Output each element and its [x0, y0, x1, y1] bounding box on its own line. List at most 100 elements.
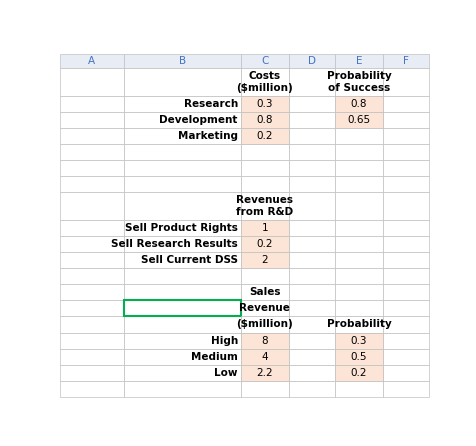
Bar: [60, 381, 124, 397]
Bar: [240, 268, 288, 284]
Bar: [124, 128, 240, 144]
Bar: [124, 192, 240, 220]
Bar: [288, 317, 334, 333]
Bar: [288, 144, 334, 160]
Bar: [240, 112, 288, 128]
Bar: [382, 268, 428, 284]
Bar: [382, 128, 428, 144]
Bar: [382, 284, 428, 300]
Text: Marketing: Marketing: [178, 131, 238, 141]
Text: A: A: [88, 56, 95, 66]
Bar: [334, 236, 382, 252]
Text: Sell Current DSS: Sell Current DSS: [140, 255, 238, 265]
Bar: [334, 96, 382, 112]
Bar: [240, 333, 288, 349]
Bar: [334, 333, 382, 349]
Bar: [124, 284, 240, 300]
Bar: [382, 68, 428, 96]
Text: Research: Research: [183, 99, 238, 109]
Bar: [334, 317, 382, 333]
Text: 0.8: 0.8: [256, 115, 272, 125]
Bar: [240, 349, 288, 365]
Bar: [288, 300, 334, 317]
Bar: [124, 96, 240, 112]
Text: 2: 2: [261, 255, 268, 265]
Bar: [288, 220, 334, 236]
Bar: [60, 333, 124, 349]
Bar: [240, 68, 288, 96]
Bar: [288, 54, 334, 68]
Bar: [240, 192, 288, 220]
Bar: [382, 176, 428, 192]
Bar: [124, 300, 240, 317]
Bar: [334, 300, 382, 317]
Bar: [124, 96, 240, 112]
Bar: [240, 365, 288, 381]
Bar: [240, 236, 288, 252]
Text: 0.3: 0.3: [350, 335, 367, 346]
Bar: [240, 284, 288, 300]
Bar: [124, 144, 240, 160]
Text: 0.2: 0.2: [256, 239, 272, 249]
Bar: [334, 160, 382, 176]
Bar: [288, 365, 334, 381]
Bar: [240, 112, 288, 128]
Text: F: F: [402, 56, 408, 66]
Text: Sales: Sales: [248, 287, 280, 297]
Bar: [240, 144, 288, 160]
Bar: [288, 284, 334, 300]
Bar: [382, 96, 428, 112]
Text: Revenues
from R&D: Revenues from R&D: [236, 195, 293, 217]
Bar: [240, 68, 288, 96]
Bar: [60, 236, 124, 252]
Text: Probability
of Success: Probability of Success: [326, 71, 391, 93]
Bar: [60, 176, 124, 192]
Bar: [334, 54, 382, 68]
Bar: [124, 252, 240, 268]
Bar: [60, 128, 124, 144]
Bar: [334, 268, 382, 284]
Bar: [240, 252, 288, 268]
Bar: [288, 96, 334, 112]
Bar: [124, 381, 240, 397]
Bar: [124, 128, 240, 144]
Text: 2.2: 2.2: [256, 368, 273, 378]
Bar: [288, 176, 334, 192]
Bar: [240, 236, 288, 252]
Bar: [334, 381, 382, 397]
Text: 4: 4: [261, 352, 268, 362]
Bar: [60, 252, 124, 268]
Bar: [124, 220, 240, 236]
Bar: [124, 54, 240, 68]
Bar: [334, 349, 382, 365]
Bar: [240, 300, 288, 317]
Bar: [124, 176, 240, 192]
Text: 0.2: 0.2: [256, 131, 272, 141]
Bar: [240, 96, 288, 112]
Bar: [60, 144, 124, 160]
Bar: [382, 144, 428, 160]
Bar: [334, 284, 382, 300]
Bar: [382, 220, 428, 236]
Bar: [60, 96, 124, 112]
Bar: [60, 54, 124, 68]
Bar: [240, 176, 288, 192]
Bar: [382, 349, 428, 365]
Text: Development: Development: [159, 115, 238, 125]
Bar: [334, 252, 382, 268]
Bar: [288, 349, 334, 365]
Bar: [334, 365, 382, 381]
Bar: [240, 349, 288, 365]
Text: 8: 8: [261, 335, 268, 346]
Text: 0.8: 0.8: [350, 99, 367, 109]
Text: High: High: [210, 335, 238, 346]
Bar: [382, 252, 428, 268]
Bar: [240, 300, 288, 317]
Text: C: C: [260, 56, 268, 66]
Bar: [334, 317, 382, 333]
Bar: [240, 160, 288, 176]
Bar: [334, 144, 382, 160]
Bar: [124, 300, 240, 317]
Bar: [124, 333, 240, 349]
Bar: [382, 160, 428, 176]
